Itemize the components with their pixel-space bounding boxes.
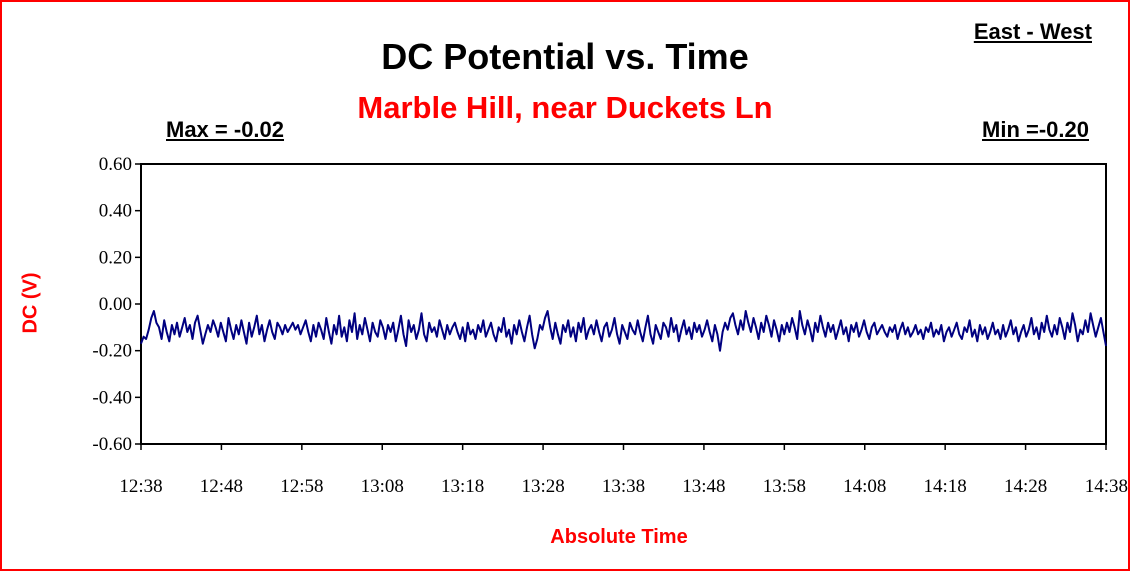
- series-line: [140, 310, 1107, 352]
- x-tick-label: 12:48: [200, 476, 243, 497]
- x-tick-label: 14:18: [924, 476, 967, 497]
- max-label: Max = -0.02: [166, 117, 285, 142]
- chart-subtitle: Marble Hill, near Duckets Ln: [357, 90, 773, 125]
- y-tick-label: 0.20: [99, 247, 132, 268]
- x-axis-title: Absolute Time: [550, 526, 688, 548]
- y-tick-label: -0.20: [92, 341, 132, 362]
- min-label: Min =-0.20: [982, 117, 1089, 142]
- x-tick-label: 14:08: [843, 476, 886, 497]
- y-tick-label: -0.40: [92, 387, 132, 408]
- x-tick-label: 13:28: [521, 476, 564, 497]
- x-tick-label: 12:38: [119, 476, 162, 497]
- x-tick-label: 13:38: [602, 476, 645, 497]
- x-tick-label: 14:28: [1004, 476, 1047, 497]
- y-tick-label: -0.60: [92, 434, 132, 455]
- x-tick-label: 13:08: [361, 476, 404, 497]
- x-tick-label: 13:48: [682, 476, 725, 497]
- plot-area: [140, 163, 1107, 445]
- x-tick-label: 12:58: [280, 476, 323, 497]
- x-tick-label: 14:38: [1085, 476, 1128, 497]
- x-tick-label: 13:58: [763, 476, 806, 497]
- x-tick-label: 13:18: [441, 476, 484, 497]
- axis-ticks: [135, 163, 1107, 450]
- y-tick-label: 0.00: [99, 294, 132, 315]
- y-tick-label: 0.40: [99, 201, 132, 222]
- y-tick-label: 0.60: [99, 154, 132, 175]
- direction-label: East - West: [973, 19, 1092, 44]
- chart-title: DC Potential vs. Time: [381, 36, 749, 77]
- axis-tick-labels: 0.60 0.40 0.20 0.00 -0.20 -0.40 -0.60 12:38 12:4…: [92, 154, 1128, 497]
